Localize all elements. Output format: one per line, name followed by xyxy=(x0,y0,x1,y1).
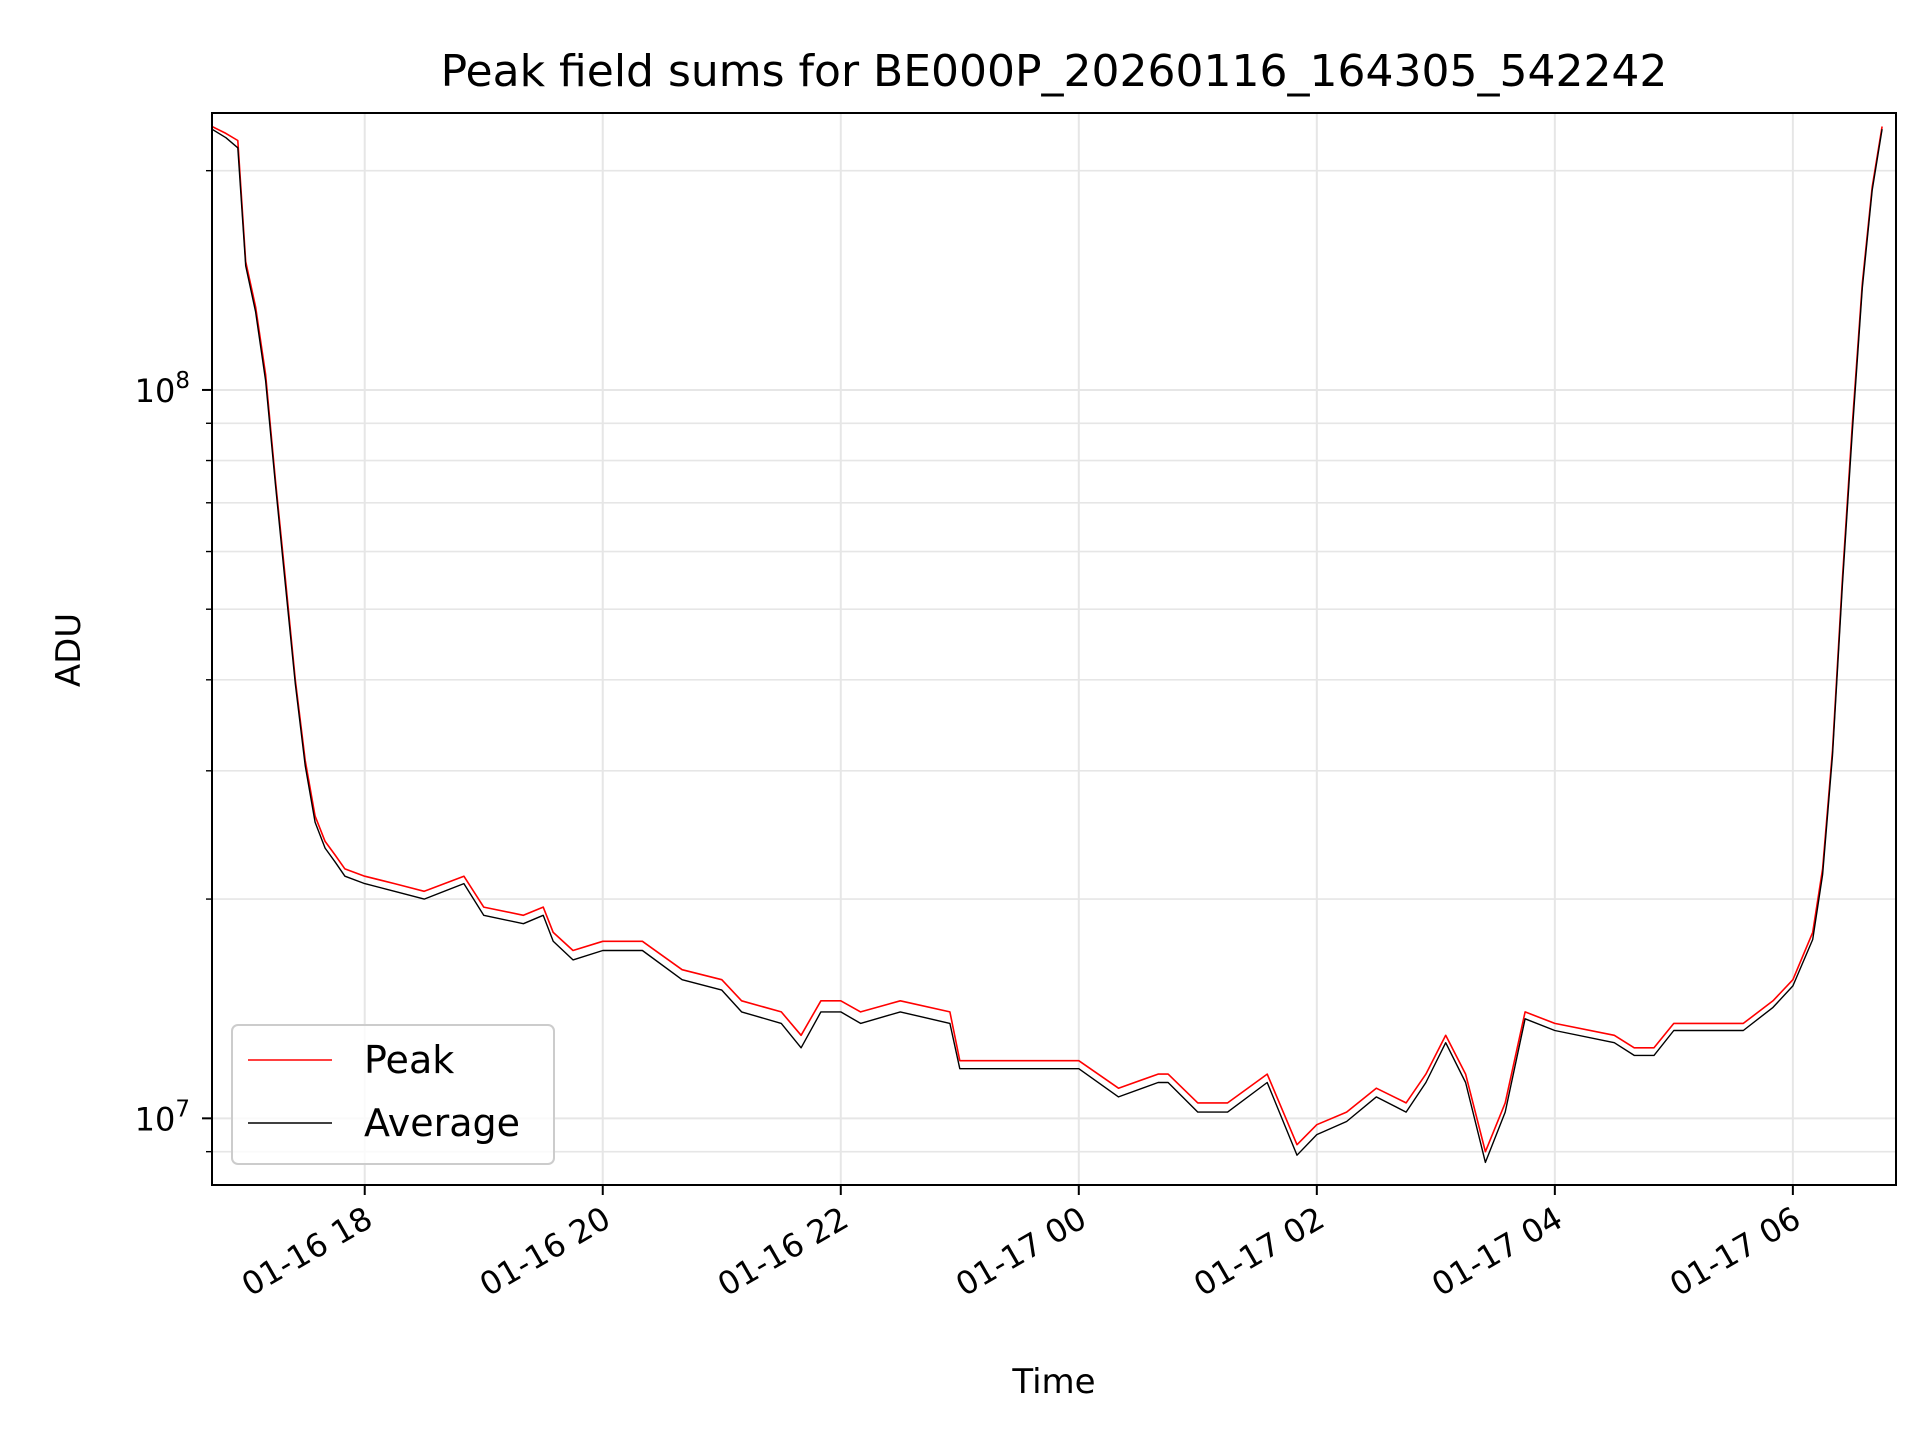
x-axis-label: Time xyxy=(1011,1362,1095,1402)
legend: Peak Average xyxy=(231,1024,555,1165)
y-axis-label: ADU xyxy=(49,613,89,687)
y-tick-label: 108 xyxy=(135,368,190,410)
series-line-peak xyxy=(212,125,1883,1153)
y-axis-ticks: 107 108 xyxy=(135,169,212,1153)
series-line-average xyxy=(212,128,1883,1164)
plot-frame xyxy=(211,112,1897,1186)
plot-lines xyxy=(212,125,1883,1164)
chart-title: Peak field sums for BE000P_20260116_1643… xyxy=(441,46,1668,97)
y-tick-label: 107 xyxy=(135,1096,190,1138)
legend-label-peak: Peak xyxy=(364,1038,454,1082)
legend-label-average: Average xyxy=(364,1101,520,1145)
grid xyxy=(212,113,1896,1185)
